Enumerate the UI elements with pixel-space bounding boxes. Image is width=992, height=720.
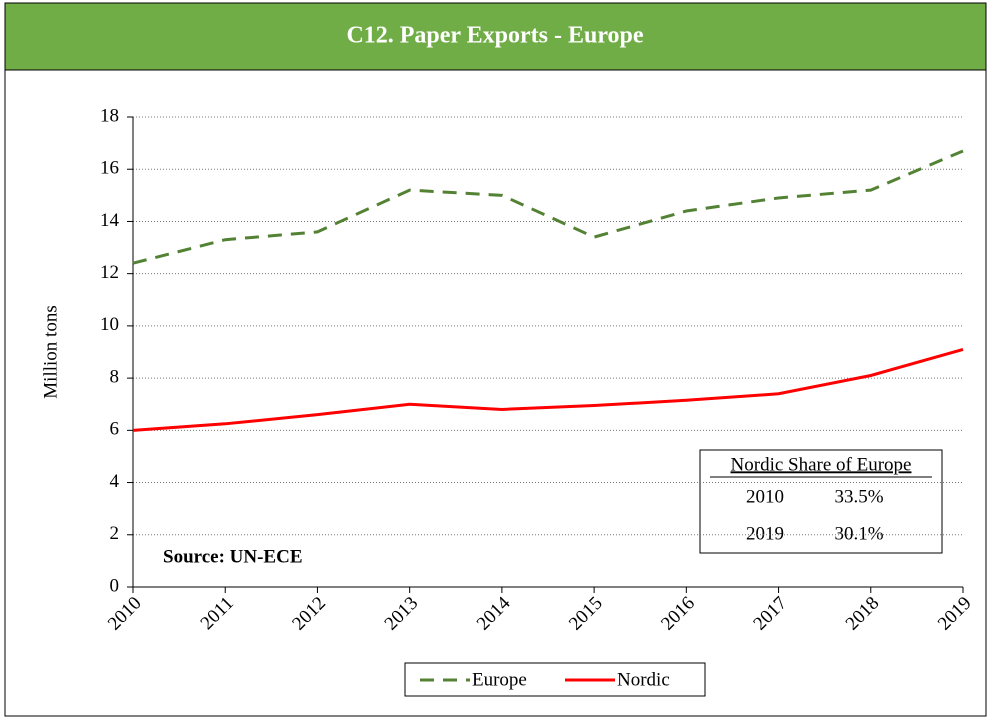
y-tick-label: 2 — [110, 523, 120, 544]
legend-label: Europe — [472, 669, 527, 690]
inset-box — [699, 449, 943, 554]
y-axis-label: Million tons — [40, 305, 61, 398]
inset-title: Nordic Share of Europe — [731, 454, 912, 475]
y-tick-label: 16 — [100, 158, 119, 179]
source-note: Source: UN-ECE — [163, 546, 303, 567]
line-series — [132, 347, 964, 432]
y-tick-label: 10 — [100, 314, 119, 335]
frame — [4, 2, 987, 717]
y-tick-label: 6 — [110, 419, 120, 440]
inset-cell: 2010 — [746, 486, 784, 507]
chart-title: C12. Paper Exports - Europe — [346, 23, 643, 49]
y-tick-label: 12 — [100, 262, 119, 283]
y-tick-label: 18 — [100, 105, 119, 126]
line-series — [132, 149, 964, 265]
y-tick-label: 0 — [110, 575, 120, 596]
y-tick-label: 8 — [110, 366, 120, 387]
inset-cell: 2019 — [746, 523, 784, 544]
inset-cell: 30.1% — [834, 523, 883, 544]
title-bar — [4, 2, 987, 71]
inset-cell: 33.5% — [834, 486, 883, 507]
legend-label: Nordic — [617, 669, 670, 690]
y-tick-label: 4 — [110, 471, 120, 492]
y-tick-label: 14 — [100, 210, 120, 231]
